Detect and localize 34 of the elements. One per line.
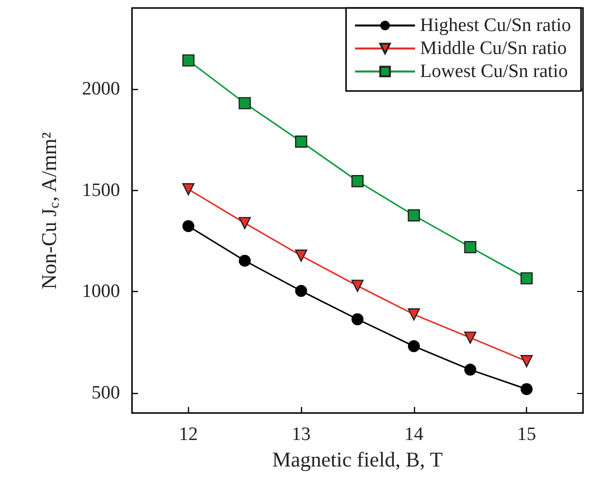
point [351, 175, 364, 188]
legend-label: Highest Cu/Sn ratio [420, 15, 572, 36]
point [520, 383, 533, 396]
point [295, 250, 308, 262]
point [352, 313, 364, 326]
x-tick-label: 12 [178, 424, 198, 445]
point [238, 216, 251, 230]
y-axis-title: Non-Cu Jc, A/mm² [37, 132, 62, 290]
legend-label: Lowest Cu/Sn ratio [420, 61, 568, 82]
point [464, 364, 476, 376]
point [520, 355, 533, 368]
point [182, 54, 194, 67]
point [238, 254, 251, 267]
y-tick-label: 2000 [82, 78, 120, 100]
point [408, 209, 420, 222]
point [464, 332, 476, 344]
x-tick-label: 14 [404, 424, 424, 445]
point [295, 136, 308, 148]
point [182, 183, 194, 196]
point [464, 241, 476, 254]
y-tick-label: 500 [92, 382, 120, 404]
point [351, 280, 364, 292]
point [520, 272, 533, 284]
y-tick-label: 1500 [82, 180, 120, 201]
x-axis-title: Magnetic field, B, T [272, 448, 443, 472]
legend-label: Middle Cu/Sn ratio [420, 38, 567, 59]
point [182, 220, 194, 232]
y-tick-label: 1000 [82, 281, 120, 302]
point [238, 97, 251, 110]
point [408, 308, 420, 320]
point [295, 284, 308, 297]
point [408, 340, 420, 352]
x-tick-label: 15 [517, 424, 536, 445]
x-tick-label: 13 [292, 424, 311, 445]
